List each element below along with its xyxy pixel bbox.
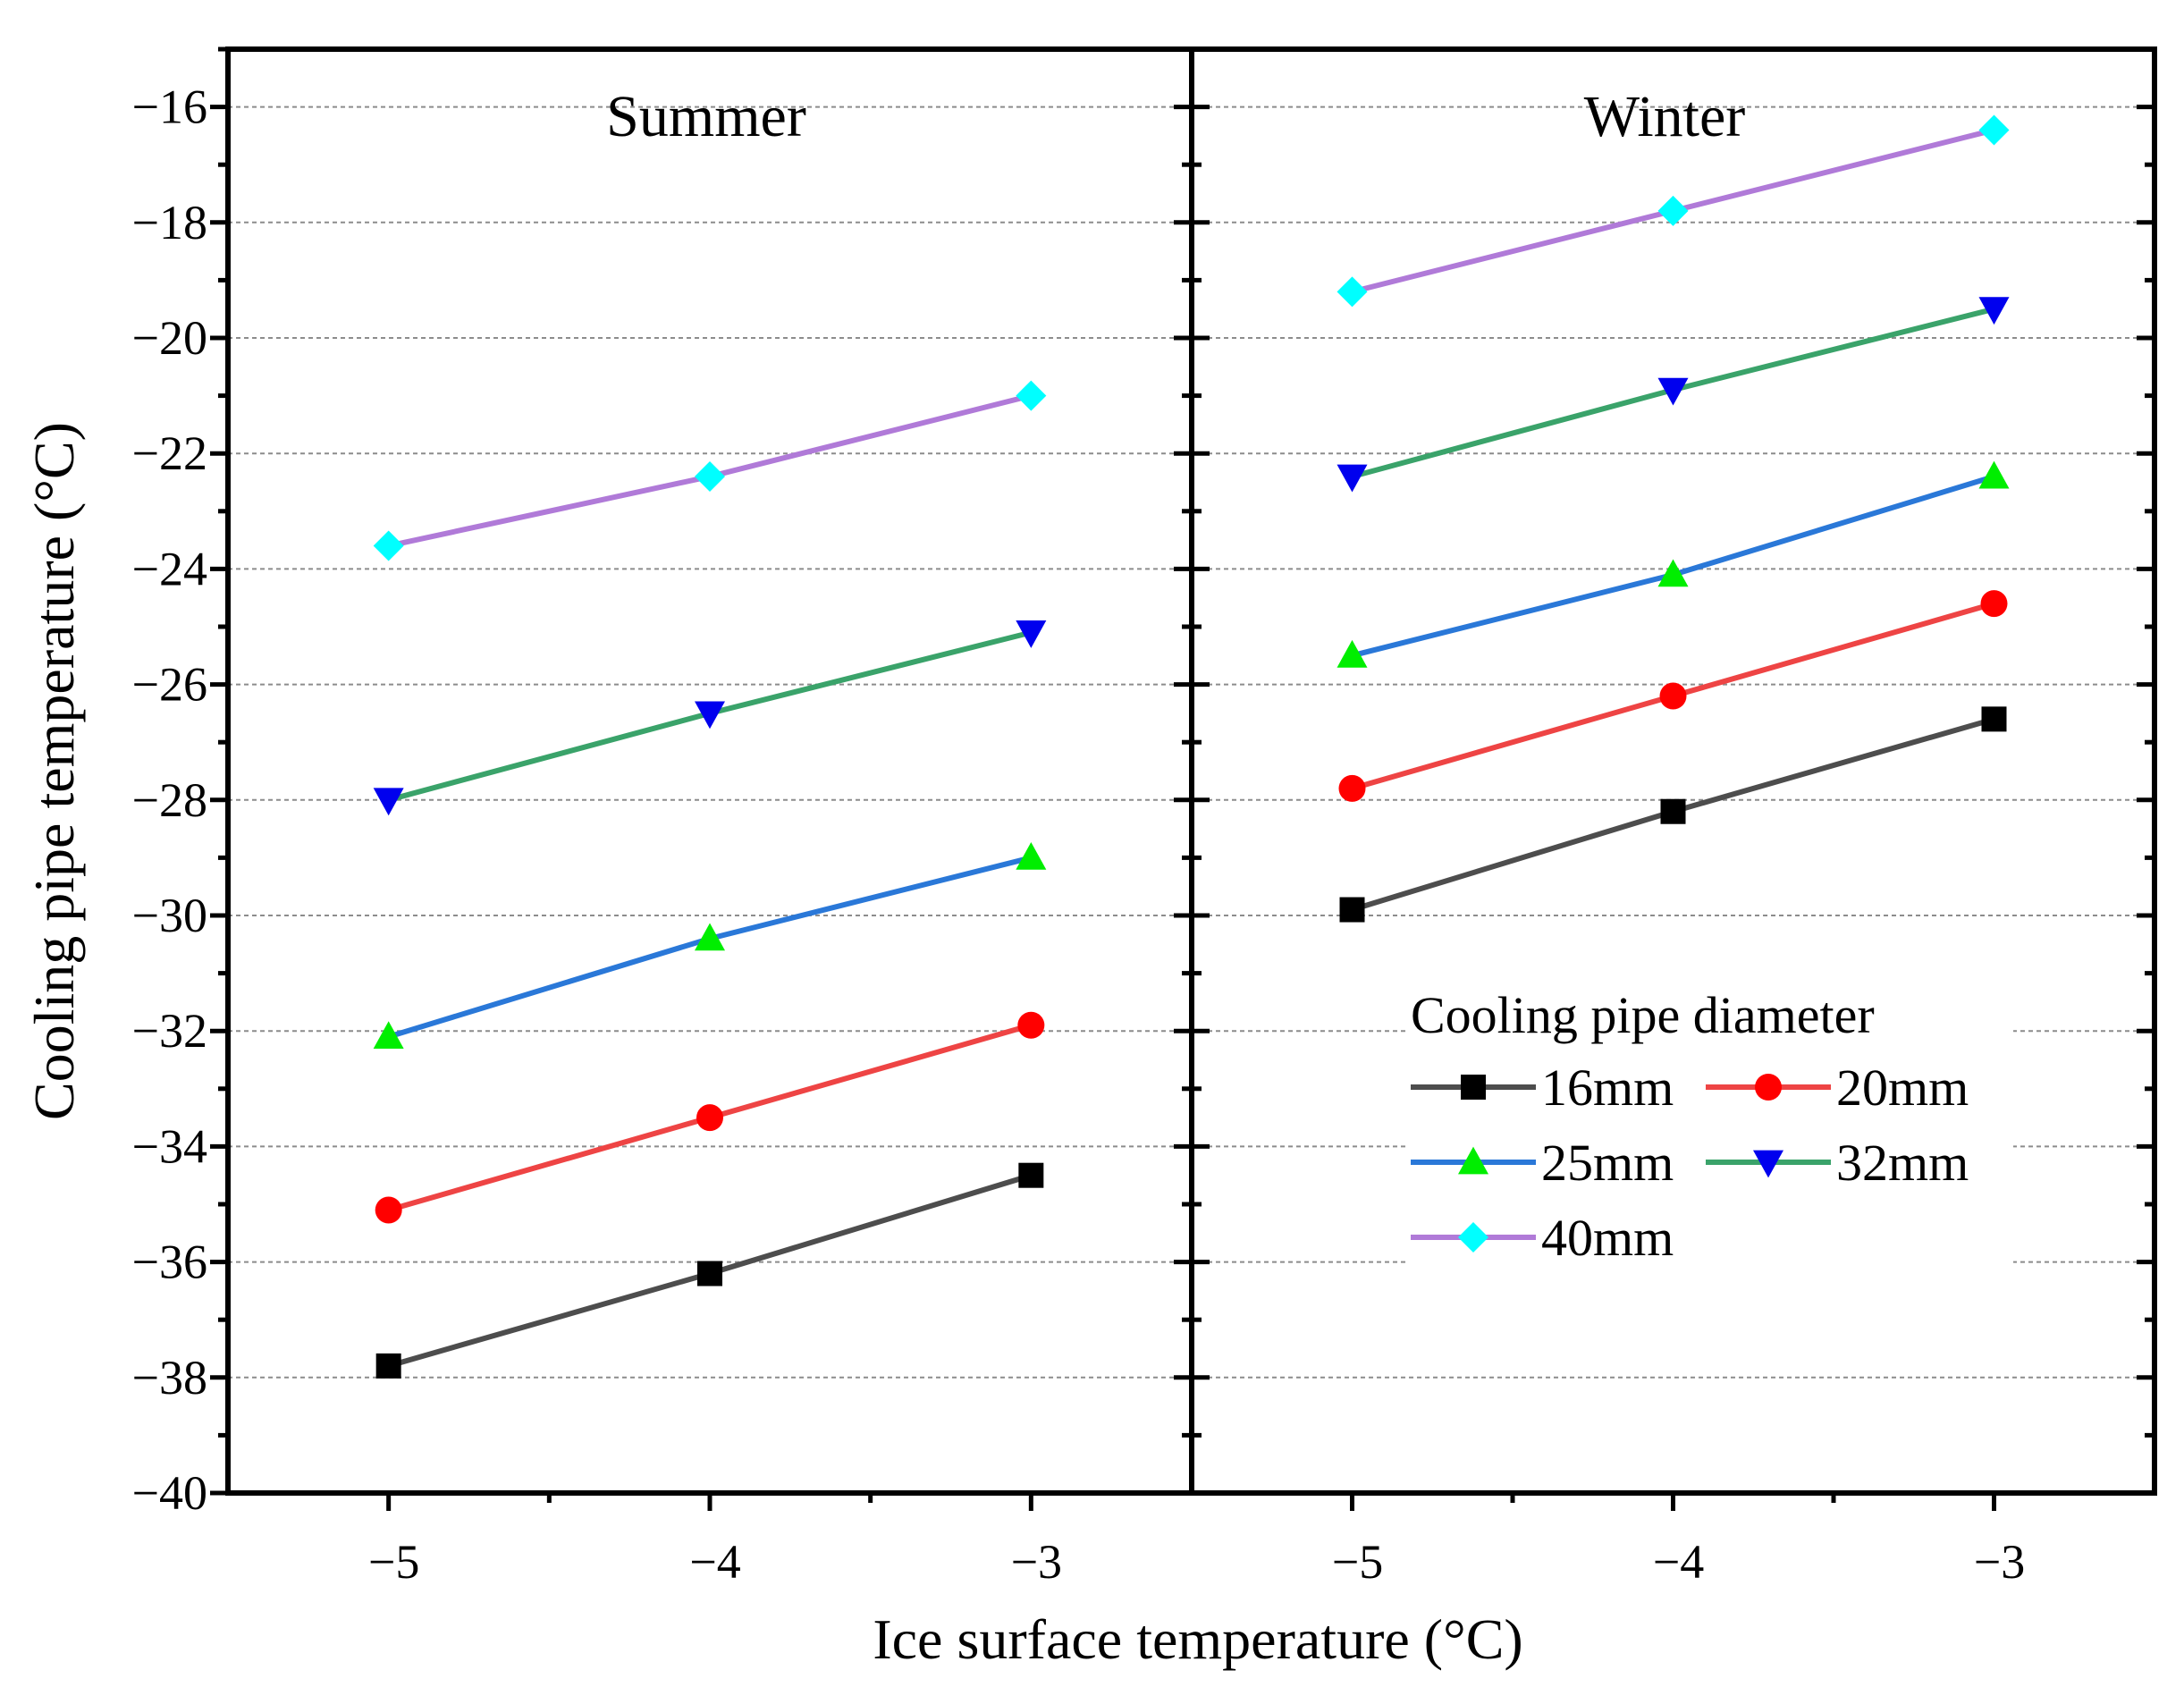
y-tick-label: −26 (132, 658, 207, 712)
data-point-32mm (1016, 620, 1047, 648)
data-point-32mm (1978, 297, 2010, 325)
data-point-16mm (375, 1353, 401, 1379)
y-tick-label: −18 (132, 196, 207, 249)
legend-layer: Cooling pipe diameter 16mm 20mm 25mm 32mm 40m… (1405, 974, 2013, 1267)
data-point-16mm (1339, 897, 1365, 923)
data-point-25mm (695, 923, 725, 951)
y-tick-label: −38 (132, 1351, 207, 1404)
series-layer (373, 114, 2010, 1379)
data-point-32mm (1337, 464, 1368, 493)
x-tick-label: −5 (1332, 1535, 1383, 1589)
frame-layer (225, 46, 2157, 1496)
y-tick-label: −32 (132, 1004, 207, 1058)
x-tick-label: −4 (689, 1535, 740, 1589)
legend-swatch-marker (1461, 1075, 1486, 1100)
y-tick-label: −16 (132, 80, 207, 134)
data-point-20mm (1017, 1011, 1045, 1039)
data-point-32mm (1657, 377, 1689, 406)
data-point-32mm (695, 701, 725, 730)
y-tick-label: −22 (132, 426, 207, 480)
data-point-40mm (695, 461, 725, 493)
ticks-layer (210, 46, 2154, 1511)
data-point-20mm (696, 1104, 723, 1132)
x-tick-label: −3 (1974, 1535, 2025, 1589)
data-point-16mm (697, 1261, 722, 1286)
panel-winter (1337, 114, 2010, 923)
data-point-25mm (1978, 460, 2010, 489)
legend-entry-25mm: 25mm (1411, 1134, 1674, 1192)
data-point-40mm (1978, 114, 2010, 146)
x-tick-label: −4 (1653, 1535, 1704, 1589)
data-point-20mm (1980, 590, 2008, 618)
x-tick-label: −3 (1011, 1535, 1062, 1589)
data-point-32mm (373, 788, 404, 816)
y-tick-label: −36 (132, 1236, 207, 1289)
text-layer: −40 −38 −36 −34 −32 −30 −28 −26 −24 −22 −20 −18 −16 −… (22, 80, 2025, 1671)
panel-frame (1189, 46, 2157, 1496)
y-tick-label: −28 (132, 773, 207, 827)
legend-entry-16mm: 16mm (1411, 1059, 1674, 1117)
panel-summer (373, 380, 1047, 1379)
data-point-20mm (1659, 682, 1687, 710)
data-point-40mm (1016, 380, 1047, 411)
legend-label: 32mm (1836, 1134, 1969, 1192)
legend-label: 20mm (1836, 1059, 1969, 1117)
panel-title-summer: Summer (606, 84, 806, 149)
data-point-40mm (1337, 276, 1368, 308)
legend-label: 25mm (1541, 1134, 1674, 1192)
legend-swatch-marker (1458, 1222, 1488, 1253)
data-point-20mm (1338, 774, 1366, 802)
legend-swatch-marker (1458, 1146, 1488, 1175)
data-point-25mm (1016, 842, 1047, 870)
x-tick-label: −5 (368, 1535, 419, 1589)
legend-box (1405, 974, 2013, 1265)
data-point-16mm (1660, 798, 1686, 824)
y-tick-label: −20 (132, 311, 207, 365)
legend-swatch-marker (1755, 1074, 1782, 1101)
data-point-20mm (375, 1196, 402, 1224)
y-tick-label: −30 (132, 889, 207, 942)
data-point-16mm (1981, 706, 2007, 732)
data-point-40mm (373, 530, 404, 561)
y-tick-label: −24 (132, 542, 207, 595)
data-point-25mm (1337, 639, 1368, 668)
legend-entry-20mm: 20mm (1706, 1059, 1969, 1117)
legend-entry-40mm: 40mm (1411, 1209, 1674, 1267)
legend-swatch-marker (1753, 1150, 1783, 1178)
data-point-25mm (373, 1021, 404, 1050)
y-tick-label: −40 (132, 1466, 207, 1520)
legend-title: Cooling pipe diameter (1411, 986, 1875, 1044)
legend-entry-32mm: 32mm (1706, 1134, 1969, 1192)
data-point-40mm (1657, 195, 1689, 226)
data-point-25mm (1657, 559, 1689, 587)
data-point-16mm (1018, 1162, 1044, 1188)
panel-title-winter: Winter (1584, 84, 1746, 149)
y-tick-label: −34 (132, 1119, 207, 1173)
legend-label: 40mm (1541, 1209, 1674, 1267)
legend-label: 16mm (1541, 1059, 1674, 1117)
x-axis-title: Ice surface temperature (°C) (873, 1607, 1522, 1671)
y-axis-title: Cooling pipe temperature (°C) (22, 422, 86, 1120)
